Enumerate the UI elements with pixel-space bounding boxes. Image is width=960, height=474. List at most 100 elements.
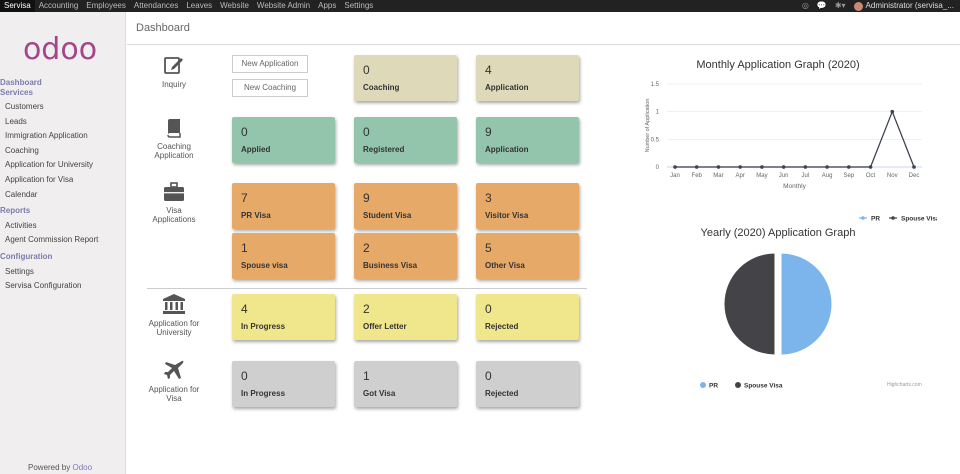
- app-settings[interactable]: Settings: [344, 1, 374, 10]
- odoo-logo[interactable]: odoo: [10, 32, 110, 66]
- tile-inquiry-coaching[interactable]: 0 Coaching: [354, 55, 457, 101]
- legend-item[interactable]: Spouse Visa: [889, 216, 937, 223]
- sidebar-item-application-for-visa[interactable]: Application for Visa: [5, 174, 74, 184]
- data-point[interactable]: [847, 165, 851, 169]
- sidebar-item-leads[interactable]: Leads: [5, 116, 27, 126]
- section-divider: [147, 288, 587, 289]
- x-tick-label: Dec: [909, 173, 920, 179]
- tile-visa-spouse[interactable]: 1 Spouse visa: [232, 233, 335, 279]
- tile-inquiry-application[interactable]: 4 Application: [476, 55, 579, 101]
- sidebar-item-application-for-university[interactable]: Application for University: [5, 160, 94, 170]
- tile-count: 0: [363, 125, 370, 139]
- app-employees[interactable]: Employees: [86, 1, 126, 10]
- data-point[interactable]: [760, 165, 764, 169]
- x-tick-label: Mar: [713, 173, 723, 179]
- sidebar-item-calendar[interactable]: Calendar: [5, 189, 38, 199]
- tile-label: Other Visa: [485, 261, 525, 270]
- row-label-visa: Visa Applications: [139, 182, 209, 224]
- data-point[interactable]: [868, 165, 873, 169]
- activity-icon[interactable]: ✱▾: [834, 1, 846, 11]
- app-apps[interactable]: Apps: [318, 1, 337, 10]
- tile-coaching-applied[interactable]: 0 Applied: [232, 117, 335, 163]
- tile-visa-app-in-progress[interactable]: 0 In Progress: [232, 361, 335, 407]
- app-leaves[interactable]: Leaves: [186, 1, 213, 10]
- data-point[interactable]: [738, 165, 742, 169]
- tile-count: 0: [363, 63, 370, 77]
- edit-icon: [164, 57, 183, 74]
- legend-item[interactable]: PR: [859, 216, 880, 223]
- tile-visa-other[interactable]: 5 Other Visa: [476, 233, 579, 279]
- tile-count: 0: [241, 125, 248, 139]
- main-content: Dashboard Inquiry New Application New Co…: [127, 12, 960, 474]
- data-point[interactable]: [912, 165, 916, 169]
- tile-visa-student[interactable]: 9 Student Visa: [354, 183, 457, 229]
- book-icon: [167, 119, 181, 138]
- data-point[interactable]: [673, 165, 677, 169]
- row-label-coaching: Coaching Application: [139, 116, 209, 160]
- data-point[interactable]: [694, 165, 699, 169]
- sidebar-item-agent-commission-report[interactable]: Agent Commission Report: [5, 235, 99, 245]
- sidebar-item-activities[interactable]: Activities: [5, 220, 37, 230]
- legend-item[interactable]: Spouse Visa: [735, 382, 783, 390]
- pie-slice[interactable]: [780, 252, 833, 356]
- tile-visa-visitor[interactable]: 3 Visitor Visa: [476, 183, 579, 229]
- tile-label: Business Visa: [363, 261, 418, 270]
- app-accounting[interactable]: Accounting: [38, 1, 79, 10]
- data-point[interactable]: [890, 109, 895, 114]
- help-icon[interactable]: ◎: [801, 1, 809, 11]
- row-label-university: Application for University: [139, 293, 209, 337]
- x-tick-label: Feb: [692, 173, 703, 179]
- app-website[interactable]: Website: [220, 1, 249, 10]
- tile-label: Registered: [363, 145, 405, 154]
- x-tick-label: Nov: [887, 173, 898, 179]
- new-coaching-button[interactable]: New Coaching: [232, 79, 308, 97]
- tile-university-offer-letter[interactable]: 2 Offer Letter: [354, 294, 457, 340]
- avatar: [853, 1, 863, 11]
- x-tick-label: Sep: [843, 173, 854, 179]
- data-point[interactable]: [716, 165, 721, 169]
- tile-count: 7: [241, 191, 248, 205]
- app-website-admin[interactable]: Website Admin: [256, 1, 311, 10]
- powered-by-text: Powered by: [28, 463, 71, 472]
- chat-icon[interactable]: 💬: [816, 1, 827, 11]
- tile-coaching-application[interactable]: 9 Application: [476, 117, 579, 163]
- user-menu[interactable]: Administrator (servisa_...: [853, 1, 954, 11]
- app-servisa[interactable]: Servisa: [0, 0, 35, 12]
- tile-coaching-registered[interactable]: 0 Registered: [354, 117, 457, 163]
- row-label-visa-application: Application for Visa: [139, 359, 209, 403]
- tile-visa-business[interactable]: 2 Business Visa: [354, 233, 457, 279]
- data-point[interactable]: [803, 165, 808, 169]
- university-label-line1: Application for: [148, 319, 200, 328]
- data-point[interactable]: [825, 165, 829, 169]
- x-tick-label: Aug: [822, 173, 833, 179]
- tile-count: 0: [485, 369, 492, 383]
- sidebar-item-servisa-configuration[interactable]: Servisa Configuration: [5, 281, 82, 291]
- sidebar-item-customers[interactable]: Customers: [5, 102, 44, 111]
- tile-visa-app-got-visa[interactable]: 1 Got Visa: [354, 361, 457, 407]
- powered-by-link[interactable]: Odoo: [72, 463, 93, 472]
- y-tick-label: 0: [656, 165, 660, 171]
- data-point[interactable]: [781, 165, 786, 169]
- tile-label: Rejected: [485, 389, 519, 398]
- sidebar-section-dashboard[interactable]: Dashboard: [0, 78, 42, 87]
- tile-university-rejected[interactable]: 0 Rejected: [476, 294, 579, 340]
- app-attendances[interactable]: Attendances: [133, 1, 179, 10]
- new-application-button[interactable]: New Application: [232, 55, 308, 73]
- highcharts-credit[interactable]: Highcharts.com: [887, 382, 922, 388]
- legend-label: Spouse Visa: [901, 216, 937, 223]
- x-tick-label: Apr: [736, 173, 745, 179]
- tile-count: 2: [363, 302, 370, 316]
- tile-university-in-progress[interactable]: 4 In Progress: [232, 294, 335, 340]
- sidebar: odoo Dashboard Services Customers Leads …: [0, 12, 126, 474]
- pie-slice[interactable]: [723, 252, 776, 356]
- coaching-label-line1: Coaching: [157, 142, 191, 151]
- tile-visa-pr[interactable]: 7 PR Visa: [232, 183, 335, 229]
- plane-icon: [164, 360, 184, 379]
- sidebar-item-settings[interactable]: Settings: [5, 266, 34, 276]
- tile-count: 1: [241, 241, 248, 255]
- legend-item[interactable]: PR: [700, 382, 718, 390]
- sidebar-item-coaching[interactable]: Coaching: [5, 145, 39, 155]
- tile-visa-app-rejected[interactable]: 0 Rejected: [476, 361, 579, 407]
- sidebar-item-immigration-application[interactable]: Immigration Application: [5, 131, 88, 141]
- tile-count: 1: [363, 369, 370, 383]
